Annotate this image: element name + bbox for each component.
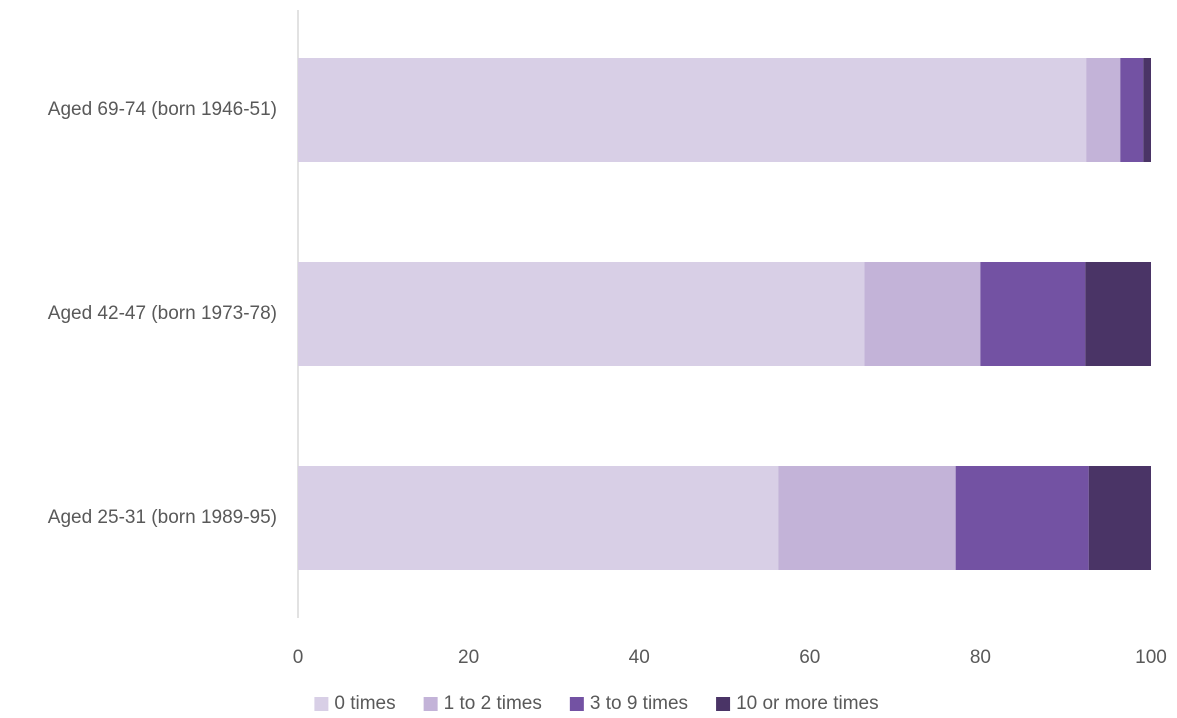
legend-swatch (569, 697, 584, 711)
legend-swatch (314, 697, 329, 711)
legend: 0 times 1 to 2 times 3 to 9 times 10 or mor… (314, 693, 879, 714)
category-label: Aged 25-31 (born 1989-95) (48, 507, 277, 528)
bar-segment-2-1 (298, 262, 865, 366)
bar-segment-1-1 (298, 58, 1087, 162)
bar-segment-3-3 (955, 466, 1089, 570)
bar-segment-1-4 (1143, 58, 1151, 162)
legend-label: 1 to 2 times (444, 693, 542, 714)
category-label: Aged 42-47 (born 1973-78) (48, 303, 277, 324)
category-labels: Aged 69-74 (born 1946-51) Aged 42-47 (bor… (48, 99, 277, 528)
bar-segment-1-2 (1086, 58, 1121, 162)
bar-segment-2-2 (864, 262, 981, 366)
legend-label: 10 or more times (736, 693, 879, 714)
legend-label: 3 to 9 times (590, 693, 688, 714)
bar-segment-1-3 (1120, 58, 1144, 162)
x-tick-label: 60 (799, 647, 820, 668)
x-tick-labels: 0 20 40 60 80 100 (293, 647, 1167, 668)
x-tick-label: 100 (1135, 647, 1167, 668)
bar-segment-2-4 (1085, 262, 1151, 366)
x-tick-label: 0 (293, 647, 304, 668)
legend-swatch (423, 697, 438, 711)
bar-segment-3-4 (1088, 466, 1151, 570)
bar-segment-2-3 (980, 262, 1086, 366)
x-tick-label: 80 (970, 647, 991, 668)
category-label: Aged 69-74 (born 1946-51) (48, 99, 277, 120)
bar-segment-3-1 (298, 466, 779, 570)
legend-label: 0 times (334, 693, 395, 714)
bar-segment-3-2 (778, 466, 956, 570)
x-tick-label: 20 (458, 647, 479, 668)
legend-swatch (716, 697, 731, 711)
x-tick-label: 40 (629, 647, 650, 668)
bars-layer (298, 58, 1151, 570)
